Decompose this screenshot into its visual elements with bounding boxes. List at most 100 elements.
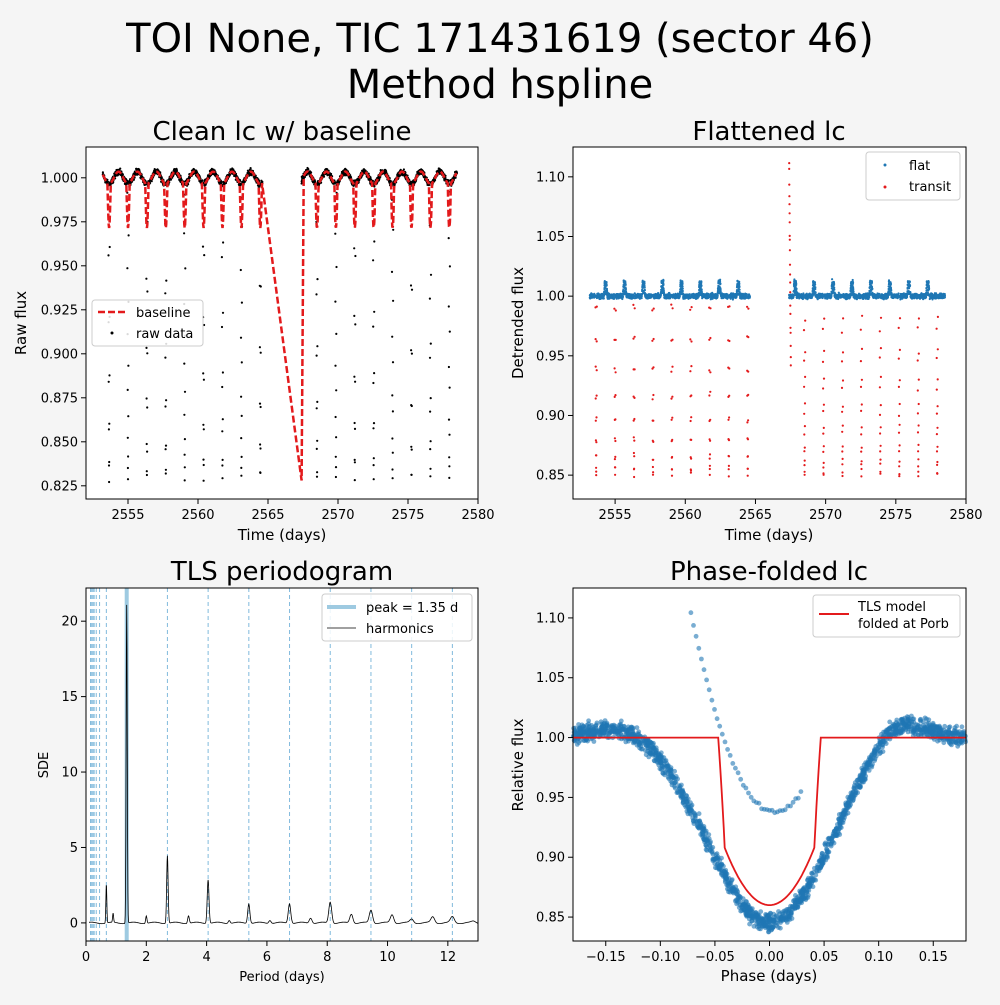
raw-data-point: [316, 448, 318, 450]
raw-data-point: [335, 466, 337, 468]
flat-data-point: [681, 282, 683, 284]
raw-data-point: [146, 397, 148, 399]
flat-data-point: [717, 295, 719, 297]
panel-title: Flattened lc: [692, 117, 845, 147]
raw-data-point: [260, 406, 262, 408]
raw-data-point: [222, 459, 224, 461]
raw-data-point: [330, 173, 332, 175]
raw-data-point: [372, 382, 374, 384]
raw-data-point: [165, 280, 167, 282]
flat-data-point: [681, 280, 683, 282]
raw-data-point: [430, 440, 432, 442]
raw-data-point: [108, 381, 110, 383]
flat-data-point: [644, 289, 646, 291]
raw-data-point: [372, 259, 374, 261]
y-tick-label: 1.000: [41, 171, 78, 186]
flat-data-point: [795, 284, 797, 286]
raw-data-point: [165, 445, 167, 447]
raw-data-point: [165, 472, 167, 474]
raw-data-point: [184, 454, 186, 456]
raw-data-point: [411, 474, 413, 476]
raw-data-point: [241, 456, 243, 458]
x-axis-label: Time (days): [237, 526, 327, 544]
flat-data-point: [682, 288, 684, 290]
raw-data-point: [310, 171, 312, 173]
flat-data-point: [682, 290, 684, 292]
raw-data-point: [165, 469, 167, 471]
raw-data-point: [222, 312, 224, 314]
flat-data-point: [641, 295, 643, 297]
raw-data-point: [429, 298, 431, 300]
raw-data-point: [354, 461, 356, 463]
flat-data-point: [719, 279, 721, 281]
flat-data-point: [701, 289, 703, 291]
raw-data-point: [184, 479, 186, 481]
raw-data-point: [411, 353, 413, 355]
raw-data-point: [373, 372, 375, 374]
raw-data-point: [316, 407, 318, 409]
raw-data-point: [241, 361, 243, 363]
y-tick-label: 0.950: [41, 259, 78, 274]
raw-data-point: [391, 394, 393, 396]
raw-data-point: [183, 363, 185, 365]
raw-data-point: [316, 440, 318, 442]
flat-data-point: [606, 284, 608, 286]
raw-data-point: [201, 179, 203, 181]
raw-data-point: [316, 471, 318, 473]
raw-data-point: [221, 477, 223, 479]
raw-data-point: [316, 345, 318, 347]
raw-data-point: [392, 410, 394, 412]
raw-data-point: [240, 467, 242, 469]
y-tick-label: 0.975: [41, 215, 78, 230]
raw-data-point: [184, 466, 186, 468]
flat-data-point: [833, 289, 835, 291]
flat-data-point: [644, 287, 646, 289]
raw-data-point: [411, 449, 413, 451]
flat-data-point: [738, 281, 740, 283]
raw-data-point: [203, 480, 205, 482]
raw-data-point: [335, 266, 337, 268]
raw-data-point: [127, 365, 129, 367]
raw-data-point: [161, 176, 163, 178]
raw-data-point: [146, 352, 148, 354]
raw-data-point: [430, 397, 432, 399]
raw-data-point: [410, 284, 412, 286]
raw-data-point: [202, 246, 204, 248]
raw-data-point: [448, 419, 450, 421]
y-tick-label: 0.875: [41, 391, 78, 406]
raw-data-point: [127, 455, 129, 457]
raw-data-point: [372, 326, 374, 328]
raw-data-point: [335, 476, 337, 478]
flat-data-point: [662, 284, 664, 286]
raw-data-point: [448, 305, 450, 307]
x-tick-label: 2565: [251, 508, 284, 523]
raw-data-point: [316, 401, 318, 403]
raw-data-point: [372, 427, 374, 429]
raw-data-point: [108, 464, 110, 466]
raw-data-point: [373, 478, 375, 480]
raw-data-point: [391, 336, 393, 338]
raw-data-point: [221, 386, 223, 388]
flat-data-point: [738, 283, 740, 285]
raw-data-point: [164, 405, 166, 407]
raw-data-point: [107, 254, 109, 256]
raw-data-point: [176, 169, 178, 171]
raw-data-point: [165, 448, 167, 450]
raw-data-point: [221, 464, 223, 466]
raw-data-point: [448, 465, 450, 467]
legend-label-baseline: baseline: [136, 306, 190, 321]
flat-data-point: [700, 285, 702, 287]
raw-data-point: [373, 464, 375, 466]
raw-data-point: [411, 405, 413, 407]
raw-data-point: [411, 289, 413, 291]
raw-data-point: [429, 468, 431, 470]
x-tick-label: 2555: [111, 508, 144, 523]
raw-data-point: [354, 428, 356, 430]
raw-data-point: [335, 389, 337, 391]
raw-data-point: [108, 374, 110, 376]
x-tick-label: 2560: [181, 508, 214, 523]
raw-data-point: [353, 247, 355, 249]
raw-data-point: [429, 357, 431, 359]
raw-data-point: [455, 177, 457, 179]
raw-data-point: [307, 168, 309, 170]
